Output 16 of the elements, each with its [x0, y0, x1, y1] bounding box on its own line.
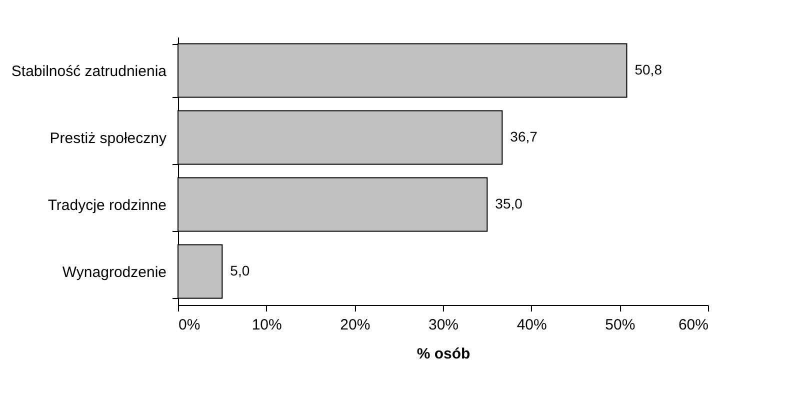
x-tick-label: 40% — [516, 316, 547, 334]
x-tick-label: 0% — [178, 316, 200, 334]
x-tick-label: 10% — [252, 316, 282, 334]
data-label: 50,8 — [634, 62, 662, 78]
data-label: 5,0 — [230, 262, 250, 278]
data-label: 35,0 — [495, 196, 523, 212]
x-tick-label: 20% — [340, 316, 370, 334]
y-tick-label: Stabilność zatrudnienia — [11, 63, 168, 80]
x-axis-title: % osób — [416, 346, 470, 362]
y-tick-label: Tradycje rodzinne — [48, 197, 166, 214]
x-tick-label: 50% — [605, 316, 636, 334]
data-label: 36,7 — [510, 128, 538, 144]
x-tick-label: 30% — [428, 316, 459, 334]
y-tick-label: Wynagrodzenie — [62, 264, 166, 281]
y-tick-label: Prestiż społeczny — [50, 130, 167, 147]
x-tick-label: 60% — [678, 316, 708, 334]
